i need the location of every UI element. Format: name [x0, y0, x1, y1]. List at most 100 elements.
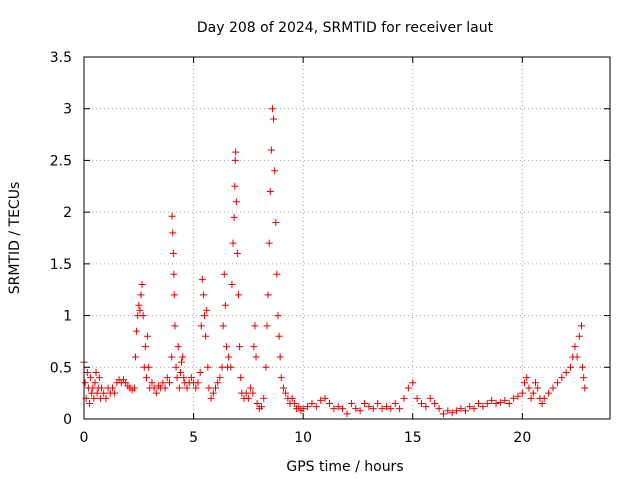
data-point: [453, 407, 461, 415]
data-point: [138, 281, 146, 289]
data-point: [204, 363, 212, 371]
data-point: [461, 407, 469, 415]
y-tick-label: 0.5: [50, 360, 72, 376]
data-point: [232, 198, 240, 206]
data-point: [145, 363, 153, 371]
data-point: [404, 384, 412, 392]
data-point: [137, 291, 145, 299]
data-point: [169, 229, 177, 237]
data-point: [422, 403, 430, 411]
data-point: [580, 374, 588, 382]
data-point: [475, 399, 482, 407]
data-point: [573, 353, 581, 361]
data-point: [527, 394, 535, 402]
data-point: [521, 379, 529, 387]
data-point: [553, 379, 561, 387]
data-point: [231, 156, 239, 164]
data-point: [295, 403, 303, 411]
data-point: [171, 322, 179, 330]
data-point: [176, 368, 184, 376]
data-point: [252, 353, 260, 361]
data-point: [444, 407, 452, 415]
data-point: [343, 410, 351, 418]
data-point: [237, 374, 245, 382]
data-point: [139, 312, 147, 320]
data-point: [267, 146, 275, 154]
data-point: [558, 374, 566, 382]
data-point: [271, 167, 279, 175]
data-point: [253, 399, 261, 407]
data-point: [90, 394, 98, 402]
data-point: [277, 374, 285, 382]
data-point: [391, 399, 399, 407]
data-point: [152, 389, 160, 397]
data-point: [575, 332, 583, 340]
data-point: [483, 399, 491, 407]
data-points: [80, 105, 589, 418]
data-point: [413, 394, 421, 402]
x-tick-label: 10: [294, 430, 312, 446]
data-point: [265, 239, 273, 247]
data-point: [173, 374, 181, 382]
data-point: [161, 384, 169, 392]
data-point: [221, 301, 229, 309]
data-point: [83, 368, 91, 376]
data-point: [249, 389, 257, 397]
data-point: [274, 312, 282, 320]
data-point: [334, 403, 342, 411]
chart-title: Day 208 of 2024, SRMTID for receiver lau…: [197, 20, 494, 36]
data-point: [571, 343, 579, 351]
data-point: [369, 405, 377, 413]
grid-layer: [84, 57, 610, 419]
data-point: [136, 306, 144, 314]
data-point: [111, 389, 119, 397]
data-point: [229, 239, 237, 247]
data-point: [133, 327, 141, 335]
data-point: [170, 270, 178, 278]
y-tick-label: 0: [63, 412, 72, 428]
data-point: [230, 213, 238, 221]
y-axis-label: SRMTID / TECUs: [7, 182, 23, 295]
y-tick-label: 2: [63, 205, 72, 221]
data-point: [299, 405, 307, 413]
data-point: [144, 332, 152, 340]
x-axis-label: GPS time / hours: [286, 459, 403, 475]
data-point: [435, 405, 443, 413]
data-point: [148, 379, 156, 387]
data-point: [382, 403, 390, 411]
data-point: [150, 384, 158, 392]
data-point: [247, 384, 255, 392]
x-tick-label: 5: [189, 430, 198, 446]
data-point: [175, 384, 183, 392]
data-point: [448, 409, 456, 417]
data-point: [279, 384, 287, 392]
data-point: [325, 399, 333, 407]
data-point: [209, 389, 217, 397]
data-point: [270, 115, 278, 123]
data-point: [540, 394, 548, 402]
data-point: [549, 384, 557, 392]
data-point: [538, 399, 546, 407]
data-point: [251, 322, 259, 330]
data-point: [100, 389, 108, 397]
data-point: [579, 363, 587, 371]
data-point: [523, 374, 531, 382]
data-point: [525, 384, 533, 392]
data-point: [183, 384, 191, 392]
data-point: [202, 332, 210, 340]
data-point: [501, 396, 509, 404]
data-point: [205, 384, 213, 392]
data-point: [282, 389, 290, 397]
data-point: [260, 394, 268, 402]
data-point: [431, 399, 439, 407]
data-point: [514, 392, 522, 400]
data-point: [102, 394, 110, 402]
data-point: [244, 394, 252, 402]
y-tick-label: 2.5: [50, 153, 72, 169]
data-point: [187, 374, 195, 382]
y-tick-label: 3: [63, 102, 72, 118]
data-point: [194, 379, 202, 387]
data-point: [236, 343, 244, 351]
data-point: [361, 399, 369, 407]
